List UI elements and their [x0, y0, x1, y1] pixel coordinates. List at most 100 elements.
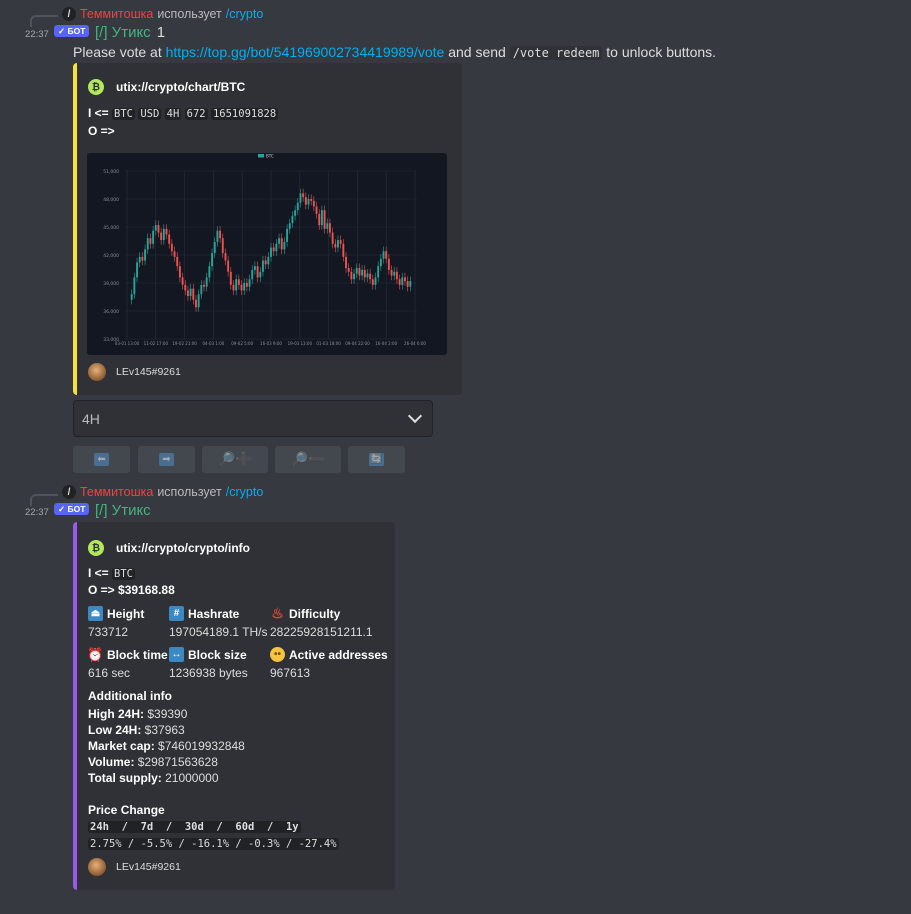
zoom-out-button[interactable]: 🔎➖: [275, 446, 341, 473]
candle-body: [280, 238, 283, 250]
vote-link[interactable]: https://top.gg/bot/541969002734419989/vo…: [165, 44, 445, 60]
input-chip: 1651091828: [210, 108, 279, 120]
arrow-left-icon: ⬅: [94, 453, 109, 466]
timeframe-select[interactable]: 4H: [73, 400, 433, 437]
embed-footer: LEv145#9261: [88, 858, 181, 876]
message-author[interactable]: [/] Утикс 1: [95, 24, 165, 41]
field-name: Height: [107, 606, 145, 621]
btc-price-chart[interactable]: 51,000 48,000 45,000 42,000 39,000 36,000 33,0…: [87, 153, 447, 355]
footer-text: LEv145#9261: [116, 861, 181, 873]
chevron-down-icon: [407, 408, 423, 424]
input-label: I <=: [88, 566, 109, 580]
candle-body: [353, 273, 355, 280]
info-embed: ₿ utix://crypto/crypto/info I <= BTC O =…: [73, 522, 395, 890]
message-author[interactable]: [/] Утикс: [95, 502, 151, 519]
field-value: 197054189.1 TH/s: [169, 625, 268, 639]
bitcoin-icon: ₿: [88, 79, 104, 95]
price-change-header-text: 24h / 7d / 30d / 60d / 1y: [88, 821, 301, 833]
x-tick-label: 01-03 18:00: [316, 341, 341, 346]
field-name: Hashrate: [188, 606, 240, 621]
candle-body: [200, 284, 203, 295]
candle-body: [221, 238, 224, 254]
candle-body: [237, 279, 240, 285]
candle-body: [165, 228, 168, 235]
candle-body: [160, 232, 163, 241]
candle-body: [347, 268, 350, 272]
footer-text: LEv145#9261: [116, 366, 181, 378]
candle-body: [152, 230, 155, 244]
candle-body: [189, 288, 192, 297]
candle-body: [264, 260, 267, 265]
candle-body: [395, 271, 398, 280]
candle-body: [366, 273, 369, 278]
input-chip: BTC: [112, 108, 135, 120]
vote-redeem-code: /vote redeem: [509, 46, 603, 60]
field-block-time: ⏰ Block time: [87, 646, 168, 662]
field-block-size: ↔ Block size: [169, 647, 247, 662]
hash-icon: #: [169, 606, 184, 621]
candle-body: [406, 281, 409, 287]
stat-line: High 24H: $39390: [88, 707, 187, 721]
price-change-title-text: Price Change: [88, 803, 165, 817]
candle-body: [369, 273, 372, 280]
candle-body: [361, 269, 364, 276]
field-hashrate: # Hashrate: [169, 606, 239, 621]
x-tick-label: 11-02 17:00: [144, 341, 169, 346]
input-chip: 672: [184, 108, 208, 120]
embed-accent-bar: [73, 63, 77, 395]
message-content: Please vote at https://top.gg/bot/541969…: [73, 44, 716, 60]
output-value: $39168.88: [118, 583, 175, 597]
embed-output-line: O => $39168.88: [88, 583, 175, 597]
candle-body: [162, 228, 165, 241]
additional-info-title: Additional info: [88, 689, 172, 703]
refresh-button[interactable]: 🔄: [348, 446, 405, 473]
reply-reference[interactable]: / Теммитошка использует /crypto: [62, 484, 263, 500]
reply-command[interactable]: /crypto: [225, 485, 264, 499]
candle-body: [235, 279, 238, 291]
candle-body: [170, 243, 173, 252]
flushed-face-icon: ••: [270, 647, 285, 662]
nav-left-button[interactable]: ⬅: [73, 446, 130, 473]
additional-info-title-text: Additional info: [88, 689, 172, 703]
field-value: 1236938 bytes: [169, 666, 248, 680]
candle-body: [240, 284, 243, 291]
stat-value: $39390: [144, 707, 188, 721]
x-tick-label: 19-02 21:00: [172, 341, 197, 346]
candle-body: [195, 299, 197, 308]
reply-reference[interactable]: / Теммитошка использует /crypto: [62, 6, 263, 22]
zoom-in-button[interactable]: 🔎➕: [202, 446, 268, 473]
candle-body: [312, 200, 315, 207]
field-name: Block time: [107, 647, 168, 662]
reply-username[interactable]: Теммитошка: [80, 7, 154, 21]
candle-body: [243, 283, 246, 291]
refresh-icon: 🔄: [369, 453, 384, 466]
candle-body: [229, 271, 232, 285]
reply-username[interactable]: Теммитошка: [80, 485, 154, 499]
candle-body: [211, 253, 213, 267]
candle-body: [278, 238, 280, 244]
candle-body: [181, 277, 184, 285]
output-label: O =>: [88, 124, 115, 138]
candle-body: [272, 247, 275, 252]
embed-output-line: O =>: [88, 124, 115, 138]
candle-body: [363, 269, 366, 278]
author-name[interactable]: [/] Утикс: [95, 24, 151, 41]
reply-command[interactable]: /crypto: [225, 7, 264, 21]
bitcoin-icon: ₿: [88, 540, 104, 556]
nav-right-button[interactable]: ➡: [138, 446, 195, 473]
embed-input-line: I <= BTC USD 4H 672 1651091828: [88, 106, 279, 120]
footer-avatar: [88, 858, 106, 876]
candle-body: [404, 277, 406, 282]
candle-body: [133, 277, 136, 295]
stat-label: Low 24H:: [88, 723, 142, 737]
field-value: 616 sec: [88, 666, 131, 680]
candle-body: [173, 251, 176, 257]
embed-title: ₿ utix://crypto/crypto/info: [88, 540, 250, 556]
field-value: 967613: [270, 666, 311, 680]
candle-body: [146, 238, 149, 250]
candle-body: [286, 228, 289, 242]
candle-body: [208, 266, 211, 278]
candle-body: [136, 262, 138, 278]
alarm-clock-icon: ⏰: [87, 646, 104, 662]
candle-body: [245, 283, 248, 287]
